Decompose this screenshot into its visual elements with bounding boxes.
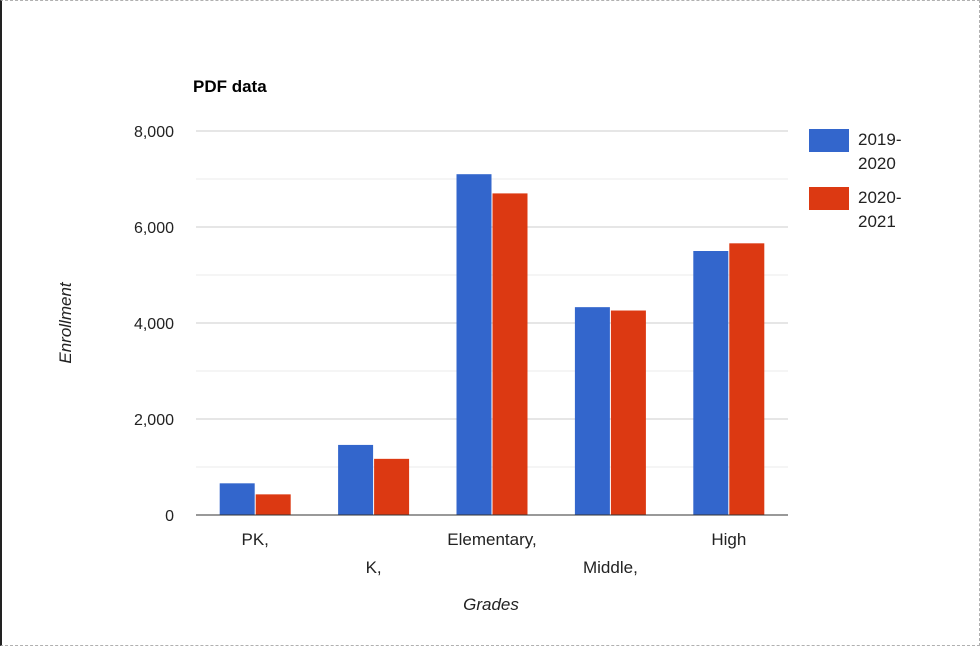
bar-series-2 (610, 310, 646, 515)
legend-label: 2020 (858, 154, 896, 173)
bars (219, 174, 765, 515)
gridlines (196, 130, 788, 468)
y-axis-title: Enrollment (56, 281, 75, 364)
bar-series-1 (693, 251, 729, 515)
bar-series-2 (729, 243, 765, 515)
y-tick-label: 2,000 (134, 412, 174, 429)
x-category-label: Elementary, (447, 530, 536, 549)
bar-series-2 (255, 494, 291, 515)
legend: 2019- 2020 2020- 2021 (809, 129, 901, 231)
legend-label: 2019- (858, 130, 901, 149)
y-tick-label: 8,000 (134, 124, 174, 141)
legend-swatch (809, 187, 849, 210)
x-axis-title: Grades (463, 595, 519, 614)
y-tick-label: 4,000 (134, 316, 174, 333)
bar-series-2 (374, 458, 410, 515)
x-category-label: K, (366, 558, 382, 577)
y-tick-label: 0 (165, 508, 174, 525)
x-category-label: PK, (241, 530, 268, 549)
bar-series-1 (456, 174, 492, 515)
legend-label: 2021 (858, 212, 896, 231)
legend-swatch (809, 129, 849, 152)
bar-series-2 (492, 193, 528, 515)
legend-label: 2020- (858, 188, 901, 207)
bar-series-1 (219, 483, 255, 515)
y-tick-label: 6,000 (134, 220, 174, 237)
x-axis-labels: PK, K, Elementary, Middle, High (241, 530, 746, 577)
x-category-label: High (711, 530, 746, 549)
x-category-label: Middle, (583, 558, 638, 577)
chart-title: PDF data (193, 77, 267, 96)
y-axis-ticks: 0 2,000 4,000 6,000 8,000 (134, 124, 174, 525)
bar-series-1 (338, 444, 374, 515)
bar-series-1 (574, 307, 610, 515)
